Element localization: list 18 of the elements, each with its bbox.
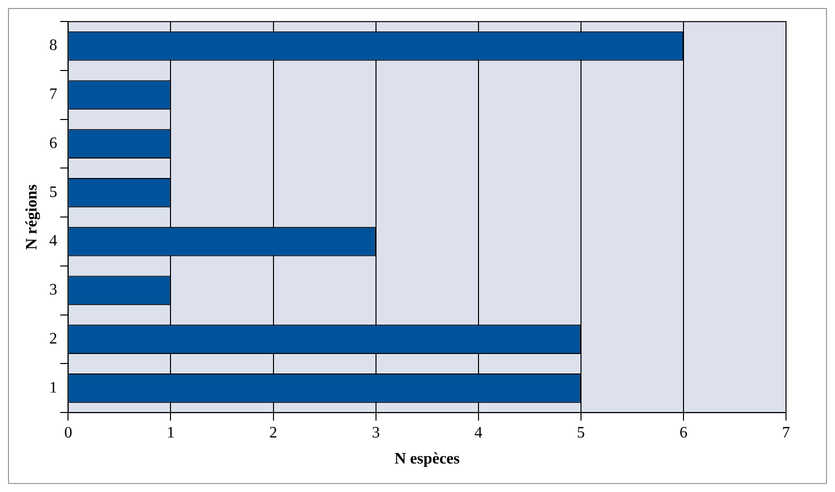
y-tick-label: 1 (49, 379, 58, 396)
x-tick-label: 2 (269, 424, 278, 442)
x-tick-label: 3 (372, 424, 380, 442)
y-tick-label: 5 (49, 184, 58, 201)
x-tick-label: 0 (64, 424, 72, 442)
y-tick-label: 8 (49, 37, 58, 54)
y-tick-label: 6 (49, 134, 58, 152)
x-tick-label: 7 (782, 424, 790, 442)
x-tick-label: 1 (166, 424, 175, 442)
x-tick-label: 6 (679, 424, 688, 442)
x-tick-label: 5 (576, 424, 585, 442)
y-axis-title: N régions (24, 184, 41, 250)
y-tick-label: 2 (49, 330, 58, 348)
y-tick-label: 7 (49, 86, 58, 104)
x-axis-title: N espèces (394, 450, 460, 468)
x-tick-label: 4 (474, 424, 482, 442)
y-tick-label: 3 (49, 282, 58, 299)
y-tick-label: 4 (49, 232, 58, 250)
